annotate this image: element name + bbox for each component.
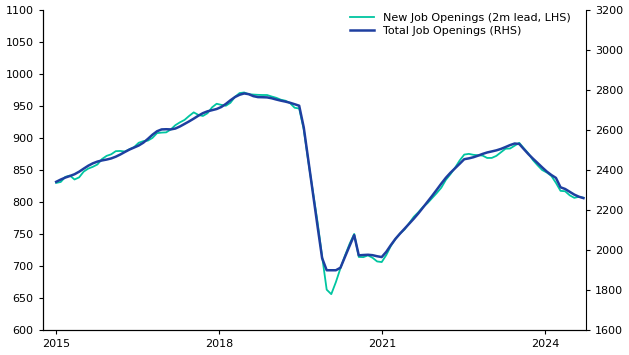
New Job Openings (2m lead, LHS)	[488, 156, 496, 160]
Total Job Openings (RHS)	[323, 268, 330, 272]
Total Job Openings (RHS)	[415, 211, 422, 215]
Total Job Openings (RHS)	[548, 173, 555, 177]
Line: New Job Openings (2m lead, LHS): New Job Openings (2m lead, LHS)	[56, 92, 584, 294]
New Job Openings (2m lead, LHS)	[231, 95, 239, 99]
New Job Openings (2m lead, LHS)	[382, 253, 390, 257]
Total Job Openings (RHS)	[240, 91, 248, 95]
New Job Openings (2m lead, LHS)	[548, 174, 555, 178]
Total Job Openings (RHS)	[580, 196, 587, 200]
Line: Total Job Openings (RHS): Total Job Openings (RHS)	[56, 93, 584, 270]
Total Job Openings (RHS)	[502, 145, 509, 149]
New Job Openings (2m lead, LHS)	[240, 90, 248, 94]
New Job Openings (2m lead, LHS)	[415, 210, 422, 214]
Total Job Openings (RHS)	[488, 149, 496, 154]
Total Job Openings (RHS)	[231, 95, 239, 99]
Legend: New Job Openings (2m lead, LHS), Total Job Openings (RHS): New Job Openings (2m lead, LHS), Total J…	[345, 9, 575, 40]
New Job Openings (2m lead, LHS)	[580, 196, 587, 200]
New Job Openings (2m lead, LHS)	[52, 181, 60, 185]
New Job Openings (2m lead, LHS)	[328, 292, 335, 296]
Total Job Openings (RHS)	[382, 250, 390, 254]
New Job Openings (2m lead, LHS)	[502, 147, 509, 151]
Total Job Openings (RHS)	[52, 180, 60, 184]
